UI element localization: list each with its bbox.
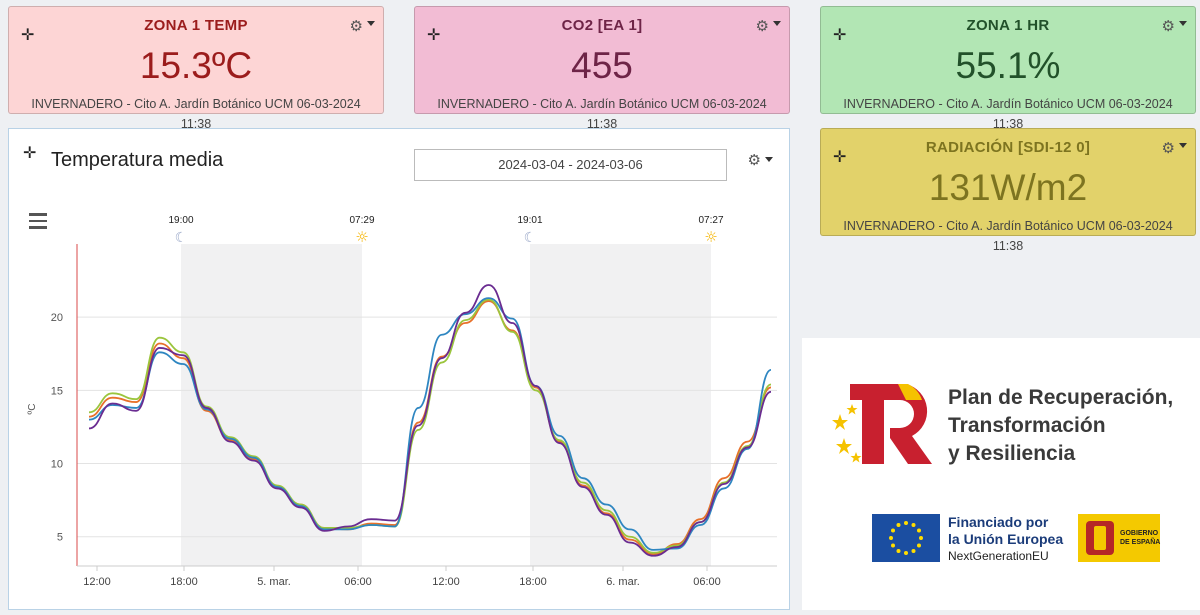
sun-icon: ☼ bbox=[704, 228, 717, 246]
x-tick-label: 6. mar. bbox=[606, 576, 640, 588]
move-icon[interactable]: ✛ bbox=[21, 27, 35, 44]
y-tick-label: 20 bbox=[51, 312, 63, 324]
chevron-down-icon[interactable] bbox=[773, 21, 781, 26]
gov-line-1: GOBIERNO bbox=[1120, 530, 1159, 537]
temperature-line-chart: 19:00 07:29 ☾ ☼ 19:01 07:27 ☾ ☼ 5 10 15 20 ºC 12:00 18… bbox=[27, 215, 777, 588]
chevron-down-icon[interactable] bbox=[1179, 143, 1187, 148]
plan-recuperacion-logo bbox=[832, 384, 932, 464]
x-tick-label: 5. mar. bbox=[257, 576, 291, 588]
eu-star bbox=[919, 536, 923, 540]
widget-title: CO2 [EA 1] bbox=[561, 17, 643, 34]
widget-footer: INVERNADERO - Cito A. Jardín Botánico UC… bbox=[821, 216, 1195, 256]
widget-value: 15.3ºC bbox=[139, 45, 253, 86]
widget-location: INVERNADERO - Cito A. Jardín Botánico UC… bbox=[843, 97, 1173, 111]
night-band bbox=[530, 244, 711, 566]
chevron-down-icon[interactable] bbox=[367, 21, 375, 26]
x-tick-label: 06:00 bbox=[693, 576, 721, 588]
widget-value: 455 bbox=[571, 45, 633, 86]
eu-star bbox=[916, 543, 921, 548]
date-range-input[interactable]: 2024-03-04 - 2024-03-06 bbox=[414, 149, 727, 181]
x-tick-label: 18:00 bbox=[170, 576, 198, 588]
sun-icon: ☼ bbox=[355, 228, 368, 246]
gear-icon[interactable]: ⚙ bbox=[747, 152, 761, 169]
y-tick-label: 10 bbox=[51, 459, 63, 471]
y-tick-label: 15 bbox=[51, 385, 63, 397]
gov-line-2: DE ESPAÑA bbox=[1120, 539, 1161, 546]
series-line-sensor-4 bbox=[88, 284, 772, 557]
gear-icon[interactable]: ⚙ bbox=[1161, 18, 1175, 35]
night-end-label: 07:29 bbox=[349, 215, 374, 226]
eu-flag-logo bbox=[872, 514, 940, 562]
eu-star bbox=[891, 543, 896, 548]
gear-icon[interactable]: ⚙ bbox=[755, 18, 769, 35]
night-end-label: 07:27 bbox=[698, 215, 723, 226]
widget-value: 131W/m2 bbox=[928, 167, 1088, 208]
series-line-sensor-2 bbox=[88, 298, 772, 554]
eu-star bbox=[891, 528, 896, 533]
chevron-down-icon[interactable] bbox=[1179, 21, 1187, 26]
move-icon[interactable]: ✛ bbox=[427, 27, 441, 44]
widget-title: ZONA 1 TEMP bbox=[144, 17, 248, 34]
series-line-sensor-1 bbox=[88, 300, 772, 556]
widget-zona1-temp: ✛ ⚙ ZONA 1 TEMP 15.3ºC INVERNADERO - Cit… bbox=[8, 6, 384, 131]
widget-location: INVERNADERO - Cito A. Jardín Botánico UC… bbox=[437, 97, 767, 111]
chart-title: Temperatura media bbox=[51, 149, 224, 171]
moon-icon: ☾ bbox=[175, 230, 188, 246]
night-band bbox=[181, 244, 362, 566]
move-icon[interactable]: ✛ bbox=[833, 27, 847, 44]
eu-star bbox=[916, 528, 921, 533]
gov-text: GOBIERNO DE ESPAÑA bbox=[1120, 529, 1160, 547]
plan-line-2: Transformación bbox=[948, 414, 1106, 437]
y-axis-label: ºC bbox=[27, 404, 38, 415]
widget-footer: INVERNADERO - Cito A. Jardín Botánico UC… bbox=[9, 94, 383, 134]
x-tick-label: 06:00 bbox=[344, 576, 372, 588]
eu-star bbox=[896, 523, 901, 528]
widget-title: RADIACIÓN [SDI-12 0] bbox=[925, 139, 1091, 156]
chart-menu-icon[interactable] bbox=[29, 213, 47, 233]
eu-star bbox=[889, 536, 893, 540]
plan-recuperacion-text: Plan de Recuperación, Transformación y R… bbox=[948, 384, 1173, 468]
logo-graphics bbox=[832, 384, 1160, 562]
moon-icon: ☾ bbox=[524, 230, 537, 246]
eu-line-2: la Unión Europea bbox=[948, 531, 1064, 547]
gear-icon[interactable]: ⚙ bbox=[1161, 140, 1175, 157]
night-start-label: 19:00 bbox=[168, 215, 193, 226]
series-line-sensor-3 bbox=[88, 297, 772, 551]
plan-line-3: y Resiliencia bbox=[948, 442, 1076, 465]
widget-time: 11:38 bbox=[992, 117, 1024, 131]
eu-text: Financiado por la Unión Europea NextGene… bbox=[948, 514, 1063, 565]
eu-star bbox=[904, 551, 908, 555]
move-icon[interactable]: ✛ bbox=[23, 145, 37, 162]
gobierno-espana-logo bbox=[1078, 514, 1160, 562]
widget-value: 55.1% bbox=[955, 45, 1061, 86]
widget-location: INVERNADERO - Cito A. Jardín Botánico UC… bbox=[31, 97, 361, 111]
eu-star bbox=[904, 521, 908, 525]
widget-footer: INVERNADERO - Cito A. Jardín Botánico UC… bbox=[415, 94, 789, 134]
eu-line-1: Financiado por bbox=[948, 514, 1049, 530]
widget-zona1-hr: ✛ ⚙ ZONA 1 HR 55.1% INVERNADERO - Cito A… bbox=[820, 6, 1196, 131]
funding-logos: Plan de Recuperación, Transformación y R… bbox=[802, 338, 1200, 610]
eu-star bbox=[911, 548, 916, 553]
y-tick-label: 5 bbox=[57, 532, 63, 544]
x-tick-label: 12:00 bbox=[432, 576, 460, 588]
widget-time: 11:38 bbox=[180, 117, 212, 131]
widget-time: 11:38 bbox=[586, 117, 618, 131]
plan-line-1: Plan de Recuperación, bbox=[948, 386, 1174, 409]
widget-title: ZONA 1 HR bbox=[966, 17, 1050, 34]
widget-time: 11:38 bbox=[992, 239, 1024, 253]
move-icon[interactable]: ✛ bbox=[833, 149, 847, 166]
widget-location: INVERNADERO - Cito A. Jardín Botánico UC… bbox=[843, 219, 1173, 233]
eu-line-3: NextGenerationEU bbox=[948, 549, 1049, 563]
gear-icon[interactable]: ⚙ bbox=[349, 18, 363, 35]
night-start-label: 19:01 bbox=[517, 215, 542, 226]
widget-co2: ✛ ⚙ CO2 [EA 1] 455 INVERNADERO - Cito A.… bbox=[414, 6, 790, 131]
chevron-down-icon[interactable] bbox=[765, 157, 773, 162]
eu-star bbox=[896, 548, 901, 553]
chart-widget-temperatura-media: ✛ Temperatura media 2024-03-04 - 2024-03… bbox=[8, 128, 790, 610]
widget-footer: INVERNADERO - Cito A. Jardín Botánico UC… bbox=[821, 94, 1195, 134]
eu-star bbox=[911, 523, 916, 528]
x-tick-label: 18:00 bbox=[519, 576, 547, 588]
x-tick-label: 12:00 bbox=[83, 576, 111, 588]
widget-radiacion: ✛ ⚙ RADIACIÓN [SDI-12 0] 131W/m2 INVERNA… bbox=[820, 128, 1196, 253]
